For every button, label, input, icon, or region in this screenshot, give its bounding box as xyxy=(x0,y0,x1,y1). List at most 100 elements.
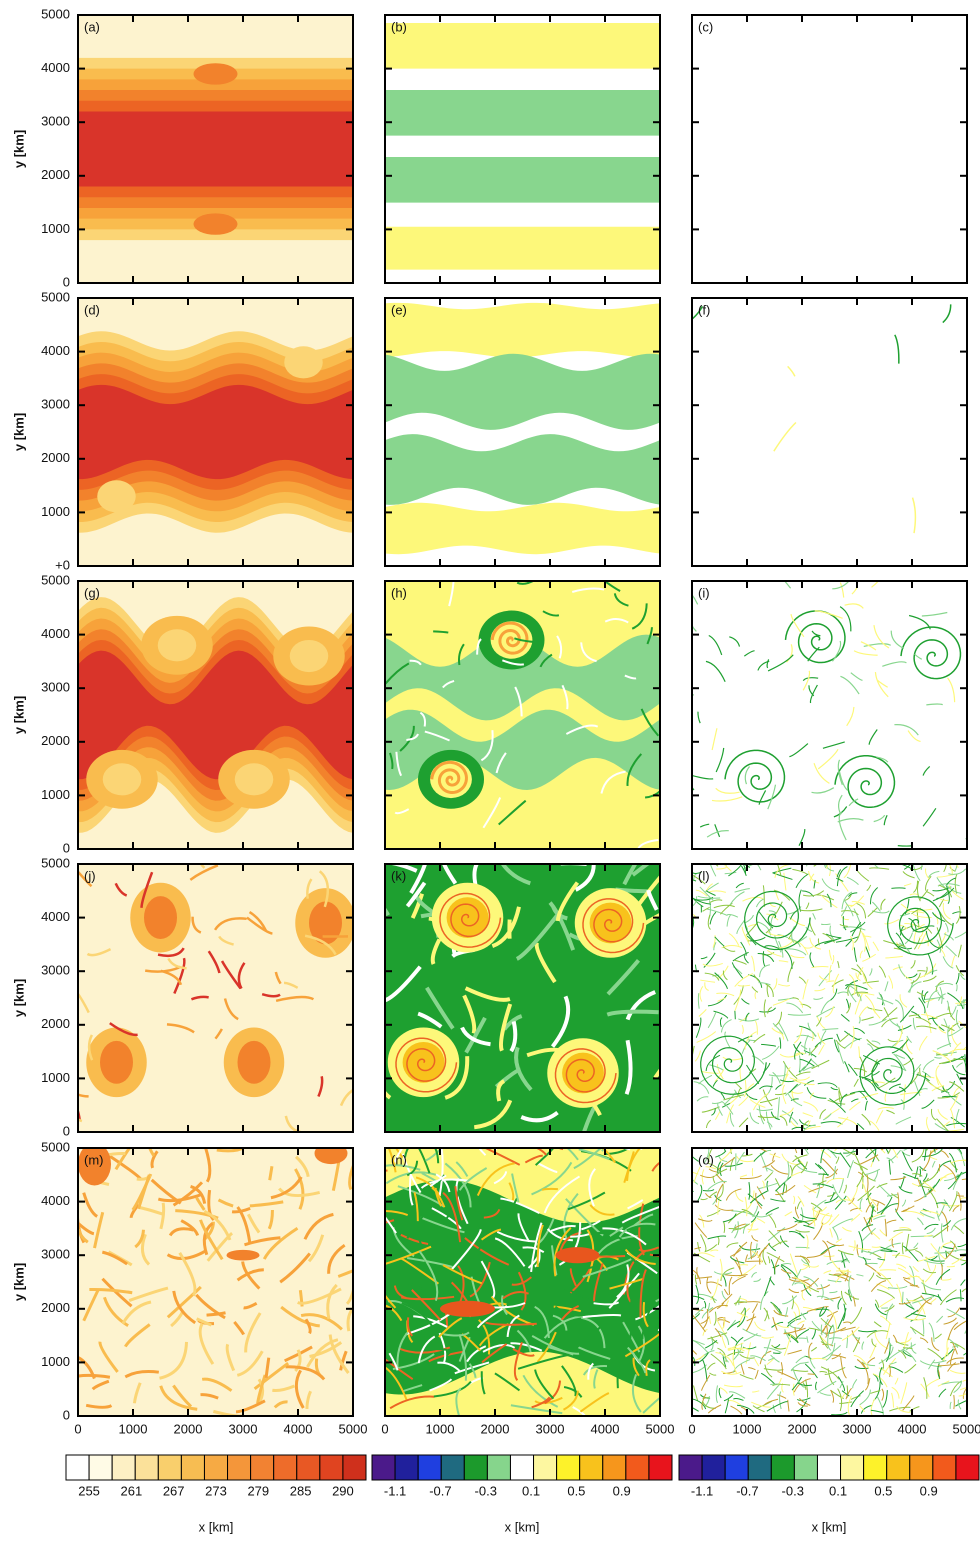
colorbar-tick-label: -0.3 xyxy=(475,1483,497,1498)
x-tick-label: 4000 xyxy=(898,1421,927,1436)
field-shape xyxy=(103,763,142,795)
y-axis-label: y [km] xyxy=(11,979,26,1017)
field-shape xyxy=(315,1143,348,1164)
colorbar-tick-label: -0.7 xyxy=(429,1483,451,1498)
panel-label: (i) xyxy=(698,585,710,600)
colorbar-box xyxy=(135,1455,158,1480)
field-shape xyxy=(227,1250,260,1261)
y-axis-label: y [km] xyxy=(11,413,26,451)
y-tick-label: 2000 xyxy=(41,1016,70,1031)
colorbar-tick-label: -1.1 xyxy=(691,1483,713,1498)
field-shape xyxy=(891,888,905,889)
y-tick-label: 2000 xyxy=(41,450,70,465)
field-shape xyxy=(352,1157,387,1171)
x-tick-label: 5000 xyxy=(953,1421,980,1436)
colorbar-box xyxy=(89,1455,112,1480)
x-tick-label: 1000 xyxy=(733,1421,762,1436)
field-shape xyxy=(100,1041,133,1084)
panel-field xyxy=(78,15,353,283)
y-tick-label: 4000 xyxy=(41,343,70,358)
field-shape xyxy=(927,1143,928,1151)
y-axis-label: y [km] xyxy=(11,696,26,734)
y-tick-label: 4000 xyxy=(41,60,70,75)
colorbar-box xyxy=(274,1455,297,1480)
colorbar-box xyxy=(228,1455,251,1480)
field-shape xyxy=(880,1270,896,1271)
colorbar-box xyxy=(181,1455,204,1480)
field-shape xyxy=(97,480,136,512)
colorbar-box xyxy=(817,1455,840,1480)
field-shape xyxy=(917,971,925,972)
colorbar-tick-label: 261 xyxy=(121,1483,143,1498)
figure: (a)010002000300040005000y [km](b)(c)(d)+… xyxy=(0,0,980,1540)
colorbar-tick-label: 273 xyxy=(205,1483,227,1498)
field-shape xyxy=(194,213,238,234)
field-shape xyxy=(821,924,830,925)
panel-field xyxy=(385,298,660,566)
colorbar-box xyxy=(649,1455,672,1480)
colorbar-tick-label: -0.7 xyxy=(736,1483,758,1498)
y-tick-label: 2000 xyxy=(41,167,70,182)
field-shape xyxy=(385,90,660,136)
colorbar-box xyxy=(771,1455,794,1480)
field-shape xyxy=(942,1096,958,1097)
x-tick-label: 5000 xyxy=(339,1421,368,1436)
panel-label: (m) xyxy=(84,1152,104,1167)
x-axis-label: x [km] xyxy=(505,1519,540,1534)
field-background xyxy=(692,298,967,566)
x-tick-label: 3000 xyxy=(229,1421,258,1436)
colorbar-box xyxy=(887,1455,910,1480)
panel-label: (g) xyxy=(84,585,100,600)
x-tick-label: 0 xyxy=(688,1421,695,1436)
field-shape xyxy=(542,1189,558,1190)
colorbar-tick-label: -0.3 xyxy=(782,1483,804,1498)
colorbar-box xyxy=(956,1455,979,1480)
y-tick-label: 3000 xyxy=(41,680,70,695)
y-tick-label: 3000 xyxy=(41,397,70,412)
field-shape xyxy=(385,23,660,69)
colorbar-tick-label: 0.5 xyxy=(567,1483,585,1498)
panel-field xyxy=(58,842,363,1132)
field-shape xyxy=(433,631,448,632)
field-background xyxy=(692,15,967,283)
y-tick-label: 4000 xyxy=(41,909,70,924)
field-shape xyxy=(939,1164,940,1171)
x-axis-label: x [km] xyxy=(812,1519,847,1534)
colorbar-box xyxy=(464,1455,487,1480)
panel-field xyxy=(78,298,353,566)
field-shape xyxy=(78,111,353,186)
colorbar-box xyxy=(748,1455,771,1480)
colorbar-box xyxy=(66,1455,89,1480)
colorbar-box xyxy=(487,1455,510,1480)
colorbar-tick-label: 0.1 xyxy=(829,1483,847,1498)
x-axis-label: x [km] xyxy=(199,1519,234,1534)
x-tick-label: 5000 xyxy=(646,1421,675,1436)
panel-field xyxy=(364,831,694,1132)
colorbar-box xyxy=(372,1455,395,1480)
colorbar-tick-label: 290 xyxy=(332,1483,354,1498)
field-shape xyxy=(194,63,238,84)
field-shape xyxy=(290,640,329,672)
colorbar-tick-label: 0.1 xyxy=(522,1483,540,1498)
panel-field xyxy=(692,15,967,283)
field-background xyxy=(78,1148,353,1416)
y-tick-label: 2000 xyxy=(41,1300,70,1315)
panel-label: (a) xyxy=(84,19,100,34)
x-tick-label: 1000 xyxy=(119,1421,148,1436)
colorbar-box xyxy=(251,1455,274,1480)
y-tick-label: 0 xyxy=(63,1407,70,1422)
field-shape xyxy=(238,1041,271,1084)
colorbar-tick-label: 255 xyxy=(78,1483,100,1498)
colorbar-box xyxy=(557,1455,580,1480)
field-shape xyxy=(284,346,323,378)
y-tick-label: 0 xyxy=(63,274,70,289)
page: {"axes": {"xlabel": "x [km]", "ylabel": … xyxy=(0,0,980,1545)
field-shape xyxy=(902,1292,903,1305)
field-shape xyxy=(158,629,197,661)
x-tick-label: 3000 xyxy=(536,1421,565,1436)
x-tick-label: 1000 xyxy=(426,1421,455,1436)
panel-label: (j) xyxy=(84,868,96,883)
panel-label: (k) xyxy=(391,868,406,883)
panel-label: (l) xyxy=(698,868,710,883)
colorbar-box xyxy=(910,1455,933,1480)
